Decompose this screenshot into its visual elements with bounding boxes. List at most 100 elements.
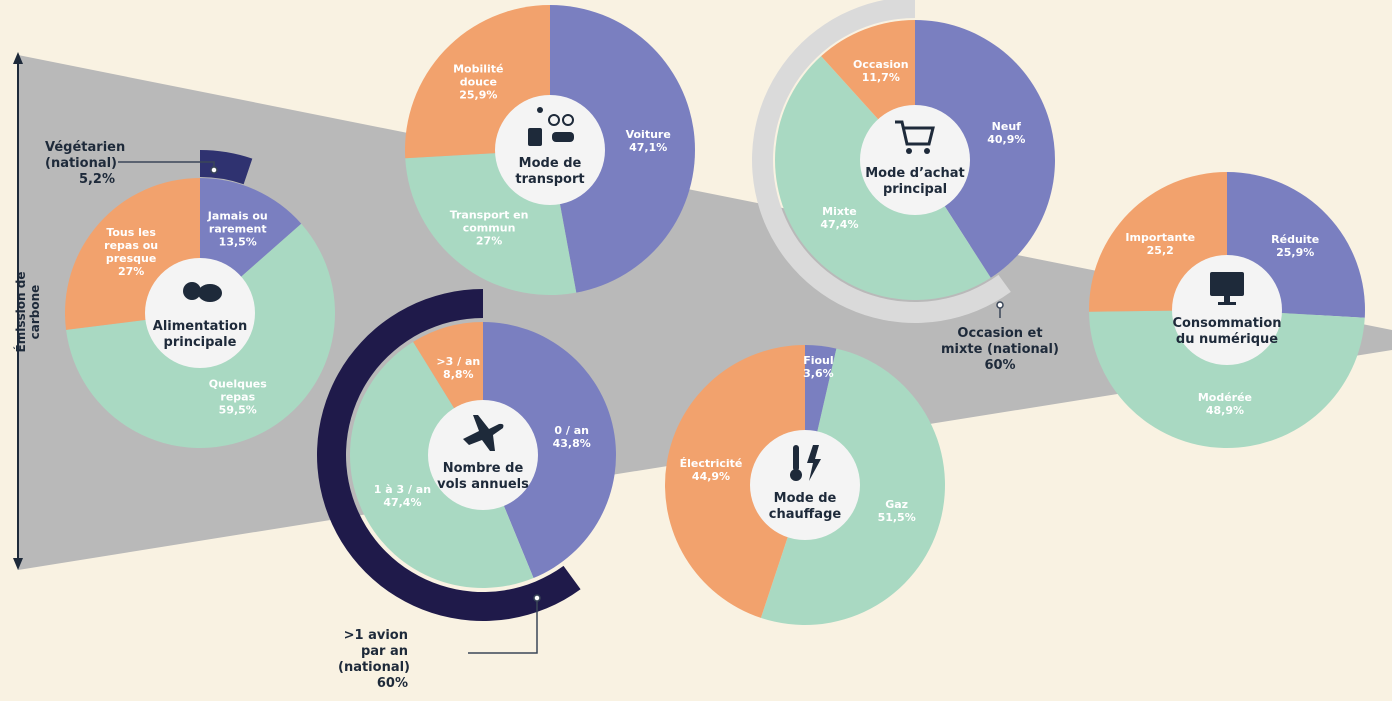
value-label: 3,6% [803, 366, 834, 380]
category-label: Fioul [803, 353, 834, 367]
slice-label: 1 à 3 / an 47,4% [360, 483, 444, 509]
category-label: Tous les repas ou presque [104, 226, 159, 266]
category-label: Modérée [1197, 390, 1253, 404]
category-label: Transport en commun [449, 208, 529, 235]
value-label: 13,5% [218, 235, 257, 249]
slice-label: Gaz 51,5% [855, 498, 939, 524]
pie-slice [550, 5, 695, 293]
category-label: Quelques repas [208, 377, 267, 404]
center-disc [1172, 255, 1282, 365]
slice-label: Tous les repas ou presque 27% [89, 226, 173, 278]
icon [1210, 272, 1244, 305]
icon [528, 107, 574, 146]
category-label: Importante [1125, 231, 1196, 245]
center-disc [750, 430, 860, 540]
monitor-stand [1224, 296, 1230, 302]
value-label: 47,1% [629, 141, 668, 155]
pie-title: Mode de chauffage [768, 491, 842, 522]
value-label: 25,9% [459, 88, 498, 102]
monitor-base [1218, 302, 1236, 305]
icon [790, 445, 821, 481]
icon [183, 282, 222, 302]
plane-icon [463, 415, 504, 451]
cart-wheel [924, 148, 930, 154]
axis-arrow [13, 558, 23, 570]
bus-icon [528, 128, 542, 146]
category-label: Mixte [822, 204, 857, 218]
cart-wheel [906, 148, 912, 154]
value-label: 25,2 [1146, 244, 1174, 258]
value-label: 11,7% [861, 71, 900, 85]
axis-label: Émission de carbone [14, 271, 42, 353]
car-icon [552, 132, 574, 142]
leader-dot [533, 594, 541, 602]
category-label: Occasion [853, 58, 909, 72]
reference-note: >1 avion par an (national) 60% [338, 628, 410, 692]
category-label: 1 à 3 / an [373, 483, 432, 497]
leader-line [468, 598, 538, 654]
reference-arc [752, 0, 1011, 323]
pie-title: Mode d’achat principal [865, 166, 965, 197]
slice-label: Mixte 47,4% [797, 205, 881, 231]
value-label: 27% [117, 265, 145, 279]
category-label: >3 / an [436, 354, 481, 368]
bike-wheel [562, 114, 574, 126]
slice-label: Modérée 48,9% [1183, 391, 1267, 417]
pie-title: Alimentation principale [152, 319, 248, 350]
reference-note: Occasion et mixte (national) 60% [935, 326, 1065, 374]
center-disc [495, 95, 605, 205]
reference-value: 5,2% [78, 172, 115, 187]
reference-label: Occasion et mixte (national) [941, 326, 1059, 357]
slice-label: 0 / an 43,8% [530, 424, 614, 450]
slice-label: Quelques repas 59,5% [196, 377, 280, 416]
slice-label: Réduite 25,9% [1253, 233, 1337, 259]
leader-dot [996, 301, 1004, 309]
value-label: 51,5% [877, 510, 916, 524]
reference-note: Végétarien (national) 5,2% [45, 140, 126, 188]
value-label: 27% [475, 234, 503, 248]
reference-label: >1 avion par an (national) [338, 628, 410, 675]
reference-value: 60% [376, 676, 408, 691]
slice-label: Voiture 47,1% [606, 128, 690, 154]
value-label: 48,9% [1205, 403, 1244, 417]
value-label: 47,4% [820, 217, 859, 231]
icon [463, 415, 504, 451]
center-disc [428, 400, 538, 510]
category-label: Réduite [1271, 232, 1320, 246]
reference-value: 60% [984, 358, 1016, 373]
value-label: 44,9% [691, 469, 731, 483]
slice-label: Électricité 44,9% [669, 457, 753, 483]
pie-title: Consommation du numérique [1172, 316, 1282, 347]
value-label: 43,8% [552, 437, 591, 451]
pie-slice [1089, 310, 1365, 448]
center-disc [145, 258, 255, 368]
lightning-icon [807, 445, 821, 481]
slice-label: Fioul 3,6% [776, 354, 860, 380]
slice-label: Importante 25,2 [1118, 231, 1202, 257]
reference-arc [200, 150, 253, 185]
slice-label: Mobilité douce 25,9% [436, 63, 520, 102]
category-label: Gaz [885, 497, 909, 511]
person-icon [537, 107, 543, 113]
category-label: Voiture [625, 128, 671, 142]
slice-label: Neuf 40,9% [964, 120, 1048, 146]
slice-label: Jamais ou rarement 13,5% [196, 210, 280, 249]
thermometer-icon [793, 445, 799, 471]
thermometer-bulb [790, 469, 802, 481]
value-label: 59,5% [218, 403, 257, 417]
pie-title: Nombre de vols annuels [437, 461, 529, 492]
bike-wheel [548, 114, 560, 126]
reference-arc [316, 289, 581, 622]
food-icon [198, 284, 222, 302]
slice-label: Transport en commun 27% [447, 208, 531, 247]
category-label: Électricité [679, 456, 743, 470]
value-label: 40,9% [987, 133, 1026, 147]
pie-slice [664, 345, 805, 618]
axis-arrow [13, 52, 23, 64]
category-label: Jamais ou rarement [207, 209, 268, 236]
reference-label: Végétarien (national) [45, 140, 126, 171]
slice-label: Occasion 11,7% [839, 58, 923, 84]
center-disc [860, 105, 970, 215]
cart-icon [895, 120, 935, 146]
